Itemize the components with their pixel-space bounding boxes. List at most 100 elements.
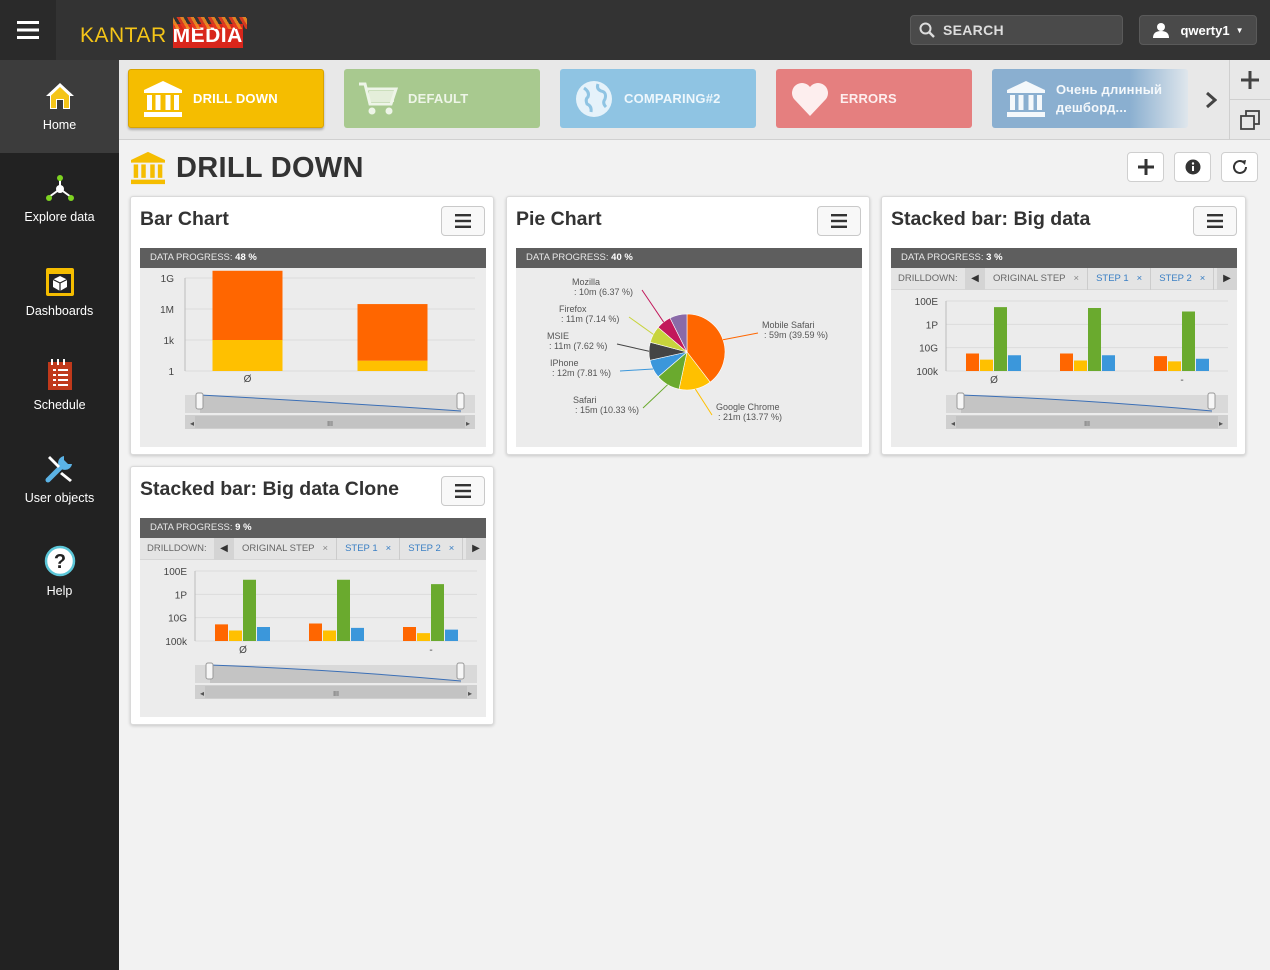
scroll-left-arrow[interactable]: ◂ (190, 419, 194, 428)
sidebar-item-user-objects[interactable]: User objects (0, 432, 119, 525)
explore-data-icon (44, 175, 76, 203)
bar[interactable] (229, 631, 242, 642)
bar[interactable] (1102, 355, 1115, 371)
bar[interactable] (351, 628, 364, 641)
bar[interactable] (358, 304, 428, 361)
bar[interactable] (417, 633, 430, 641)
scroll-right-arrow[interactable]: ▸ (466, 419, 470, 428)
drilldown-step-1[interactable]: STEP 1 × (1088, 268, 1151, 290)
copy-icon (1240, 110, 1260, 130)
scroll-right-arrow[interactable]: ▸ (1219, 419, 1223, 428)
sidebar-item-schedule[interactable]: Schedule (0, 339, 119, 432)
kantar-media-logo[interactable]: KANTAR MEDIA (80, 14, 243, 48)
tab-label: DRILL DOWN (193, 90, 278, 108)
widget-menu-button[interactable] (441, 206, 485, 236)
navigator-right-handle[interactable] (457, 393, 464, 409)
bar[interactable] (243, 580, 256, 641)
bar[interactable] (403, 627, 416, 641)
navigator[interactable]: ◂ ▸ III (946, 393, 1228, 429)
navigator[interactable]: ◂ ▸ III (185, 393, 475, 429)
add-widget-button[interactable] (1127, 152, 1164, 182)
scroll-right-arrow[interactable]: ▸ (468, 689, 472, 698)
widget-menu-button[interactable] (1193, 206, 1237, 236)
drilldown-step-1[interactable]: STEP 1 × (337, 538, 400, 560)
drilldown-step-original[interactable]: ORIGINAL STEP × (234, 538, 337, 560)
navigator-right-handle[interactable] (457, 663, 464, 679)
bar[interactable] (337, 580, 350, 641)
bar[interactable] (1182, 312, 1195, 372)
sidebar-item-home[interactable]: Home (0, 60, 119, 153)
bar[interactable] (966, 354, 979, 372)
widget-menu-button[interactable] (817, 206, 861, 236)
navigator-left-handle[interactable] (196, 393, 203, 409)
sidebar-item-help[interactable]: ? Help (0, 525, 119, 618)
drilldown-prev-button[interactable]: ◀ (214, 538, 234, 560)
bar[interactable] (213, 340, 283, 371)
bar[interactable] (1074, 361, 1087, 372)
bar[interactable] (994, 307, 1007, 371)
close-icon[interactable]: × (386, 543, 392, 554)
bar[interactable] (1008, 355, 1021, 371)
bar[interactable] (980, 360, 993, 371)
sidebar-item-label: User objects (25, 491, 94, 505)
navigator[interactable]: ◂ ▸ III (195, 663, 477, 699)
bar[interactable] (309, 624, 322, 642)
sidebar-item-explore-data[interactable]: Explore data (0, 153, 119, 246)
bar[interactable] (257, 627, 270, 641)
close-icon[interactable]: × (1137, 273, 1143, 284)
pie-chart: Mobile Safari: 59m (39.59 %)Google Chrom… (516, 268, 862, 447)
username: qwerty1 (1180, 23, 1229, 38)
drilldown-bar: DRILLDOWN: ◀ ORIGINAL STEP × STEP 1 × STEP… (891, 268, 1237, 290)
progress-label: DATA PROGRESS: (150, 252, 233, 263)
search-label: SEARCH (943, 22, 1004, 38)
add-dashboard-button[interactable] (1230, 60, 1270, 100)
bar[interactable] (445, 630, 458, 641)
drilldown-step-2[interactable]: STEP 2 × (400, 538, 463, 560)
bar[interactable] (1154, 356, 1167, 371)
scroll-left-arrow[interactable]: ◂ (951, 419, 955, 428)
widget-menu-button[interactable] (441, 476, 485, 506)
tab-drill-down[interactable]: DRILL DOWN (128, 69, 324, 128)
search-box[interactable]: SEARCH (910, 15, 1123, 45)
bar[interactable] (431, 584, 444, 641)
close-icon[interactable]: × (1200, 273, 1206, 284)
navigator-left-handle[interactable] (206, 663, 213, 679)
bar[interactable] (358, 361, 428, 371)
drilldown-next-button[interactable]: ▶ (1217, 268, 1237, 290)
drilldown-next-button[interactable]: ▶ (466, 538, 486, 560)
bar[interactable] (323, 631, 336, 642)
bar[interactable] (1196, 359, 1209, 371)
user-menu-button[interactable]: qwerty1 ▼ (1139, 15, 1257, 45)
refresh-button[interactable] (1221, 152, 1258, 182)
close-icon[interactable]: × (1074, 273, 1080, 284)
scroll-left-arrow[interactable]: ◂ (200, 689, 204, 698)
tab-label: Очень длинный дешборд... (1056, 81, 1162, 117)
tab-errors[interactable]: ERRORS (776, 69, 972, 128)
info-button[interactable] (1174, 152, 1211, 182)
bar[interactable] (1060, 354, 1073, 372)
navigator-right-handle[interactable] (1208, 393, 1215, 409)
pie-label: MSIE: 11m (7.62 %) (547, 331, 607, 351)
hamburger-menu-button[interactable] (0, 0, 56, 60)
tabs-scroll-right-button[interactable] (1197, 82, 1225, 118)
stacked-bar-chart: ◂ ▸ III 100E1P10G100kØ - (891, 268, 1237, 447)
close-icon[interactable]: × (323, 543, 329, 554)
drilldown-step-original[interactable]: ORIGINAL STEP × (985, 268, 1088, 290)
tab-default[interactable]: DEFAULT (344, 69, 540, 128)
tab-comparing-2[interactable]: COMPARING#2 (560, 69, 756, 128)
drilldown-prev-button[interactable]: ◀ (965, 268, 985, 290)
close-icon[interactable]: × (449, 543, 455, 554)
drilldown-step-2[interactable]: STEP 2 × (1151, 268, 1214, 290)
bar[interactable] (1168, 361, 1181, 371)
dashboard-tab-bar: DRILL DOWN DEFAULT COMPARING#2 ERRORS Оч… (119, 60, 1270, 140)
navigator-left-handle[interactable] (957, 393, 964, 409)
y-tick-label: 1k (163, 336, 175, 347)
step-label: STEP 1 (345, 543, 378, 554)
pie-label: Firefox: 11m (7.14 %) (559, 304, 619, 324)
bar[interactable] (213, 271, 283, 340)
bar[interactable] (1088, 308, 1101, 371)
bar[interactable] (215, 624, 228, 641)
duplicate-dashboard-button[interactable] (1230, 100, 1270, 140)
tab-long-dashboard[interactable]: Очень длинный дешборд... (992, 69, 1188, 128)
sidebar-item-dashboards[interactable]: Dashboards (0, 246, 119, 339)
